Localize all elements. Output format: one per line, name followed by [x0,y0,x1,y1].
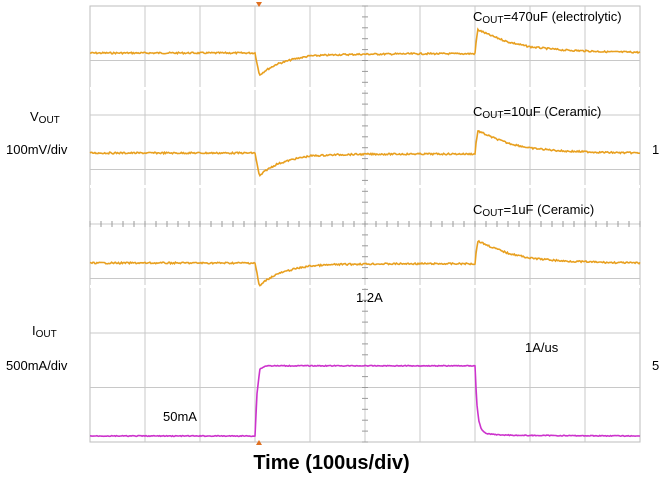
panel-label-10uf: COUT=10uF (Ceramic) [473,104,602,121]
x-axis-title: Time (100us/div) [253,452,410,474]
trigger-marker-top [256,2,262,7]
vout-scale-label: 100mV/div [6,142,68,157]
vout-trace-2 [89,239,641,287]
vout-trace-1 [89,130,641,178]
traces [89,27,641,438]
trace-divider [90,185,640,188]
channel-marker-5: 5 [652,358,660,373]
panel-label-470uf: COUT=470uF (electrolytic) [473,9,622,26]
channel-marker-1: 1 [652,142,660,157]
trace-dividers [90,87,640,288]
trigger-marker-bottom [256,440,262,445]
iout-scale-label: 500mA/div [6,358,68,373]
current-high-label: 1.2A [356,290,383,305]
panel-label-1uf: COUT=1uF (Ceramic) [473,202,595,219]
vout-label: VOUT [30,109,60,126]
slew-rate-label: 1A/us [525,340,559,355]
trace-divider [90,285,640,288]
trace-divider [90,87,640,90]
current-low-label: 50mA [163,409,197,424]
vout-trace-0 [89,27,641,77]
iout-trace [89,364,641,438]
iout-label: IOUT [32,323,57,340]
